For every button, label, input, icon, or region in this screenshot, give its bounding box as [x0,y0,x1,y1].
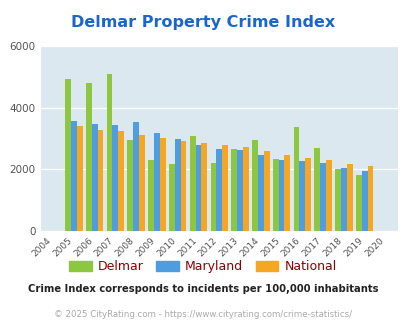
Legend: Delmar, Maryland, National: Delmar, Maryland, National [64,255,341,279]
Bar [242,147,248,231]
Bar [168,164,175,231]
Bar [334,169,340,231]
Bar [180,141,186,231]
Bar [313,148,320,231]
Bar [118,131,124,231]
Bar [210,163,216,231]
Bar [272,159,278,231]
Bar [298,161,305,231]
Bar [189,136,195,231]
Bar [107,74,112,231]
Bar [361,171,367,231]
Bar [65,79,71,231]
Bar [201,143,207,231]
Bar [340,168,346,231]
Bar [77,126,82,231]
Bar [127,140,133,231]
Bar [153,133,160,231]
Bar [284,155,290,231]
Bar [175,139,180,231]
Bar [148,159,153,231]
Bar [237,150,242,231]
Bar [263,150,269,231]
Bar [222,145,227,231]
Bar [355,175,361,231]
Bar [139,135,145,231]
Bar [112,125,118,231]
Bar [195,145,201,231]
Bar [305,158,310,231]
Bar [252,141,257,231]
Bar [92,124,97,231]
Bar [97,130,103,231]
Bar [320,163,325,231]
Bar [346,164,352,231]
Text: Crime Index corresponds to incidents per 100,000 inhabitants: Crime Index corresponds to incidents per… [28,284,377,294]
Bar [278,160,284,231]
Bar [160,138,165,231]
Bar [231,149,237,231]
Bar [133,122,139,231]
Bar [325,160,331,231]
Bar [257,155,263,231]
Bar [367,166,373,231]
Bar [71,121,77,231]
Text: © 2025 CityRating.com - https://www.cityrating.com/crime-statistics/: © 2025 CityRating.com - https://www.city… [54,311,351,319]
Bar [86,82,92,231]
Text: Delmar Property Crime Index: Delmar Property Crime Index [71,15,334,30]
Bar [216,149,222,231]
Bar [293,127,298,231]
